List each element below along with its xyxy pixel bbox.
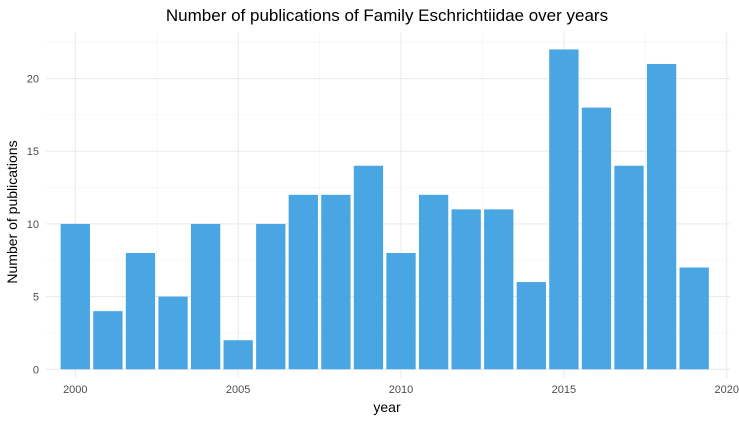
- bar-2018: [646, 63, 677, 370]
- bar-2001: [93, 311, 123, 370]
- x-tick-label: 2020: [715, 384, 739, 396]
- bar-2006: [256, 223, 286, 370]
- bar-2019: [679, 267, 709, 370]
- bar-2002: [125, 252, 156, 370]
- x-tick-label: 2015: [552, 384, 576, 396]
- bar-2014: [516, 282, 546, 370]
- bar-2017: [614, 165, 644, 370]
- y-tick-label: 15: [27, 146, 39, 158]
- x-tick-label: 2000: [63, 384, 87, 396]
- bar-2000: [60, 223, 90, 370]
- y-axis-label: Number of publications: [4, 140, 20, 283]
- bar-2004: [190, 223, 221, 370]
- x-axis-ticks: 2000 2005 2010 2015 2020: [63, 384, 739, 396]
- y-tick-label: 10: [27, 219, 39, 231]
- x-tick-label: 2005: [226, 384, 250, 396]
- bar-2016: [581, 107, 612, 370]
- bar-2010: [386, 252, 416, 370]
- bar-2009: [353, 165, 384, 370]
- bar-2012: [451, 209, 481, 370]
- x-tick-label: 2010: [389, 384, 413, 396]
- bar-2003: [158, 296, 188, 370]
- bar-2013: [484, 209, 514, 370]
- y-tick-label: 20: [27, 74, 39, 86]
- bar-2007: [288, 194, 318, 370]
- chart-title: Number of publications of Family Eschric…: [166, 6, 608, 25]
- bar-2005: [223, 340, 253, 370]
- bar-2008: [321, 194, 351, 370]
- x-axis-label: year: [373, 399, 401, 415]
- y-axis-ticks: 0 5 10 15 20: [27, 74, 39, 377]
- bar-2011: [418, 194, 449, 370]
- bars: [60, 49, 709, 370]
- bar-2015: [549, 49, 579, 370]
- y-tick-label: 0: [33, 364, 39, 376]
- y-tick-label: 5: [33, 292, 39, 304]
